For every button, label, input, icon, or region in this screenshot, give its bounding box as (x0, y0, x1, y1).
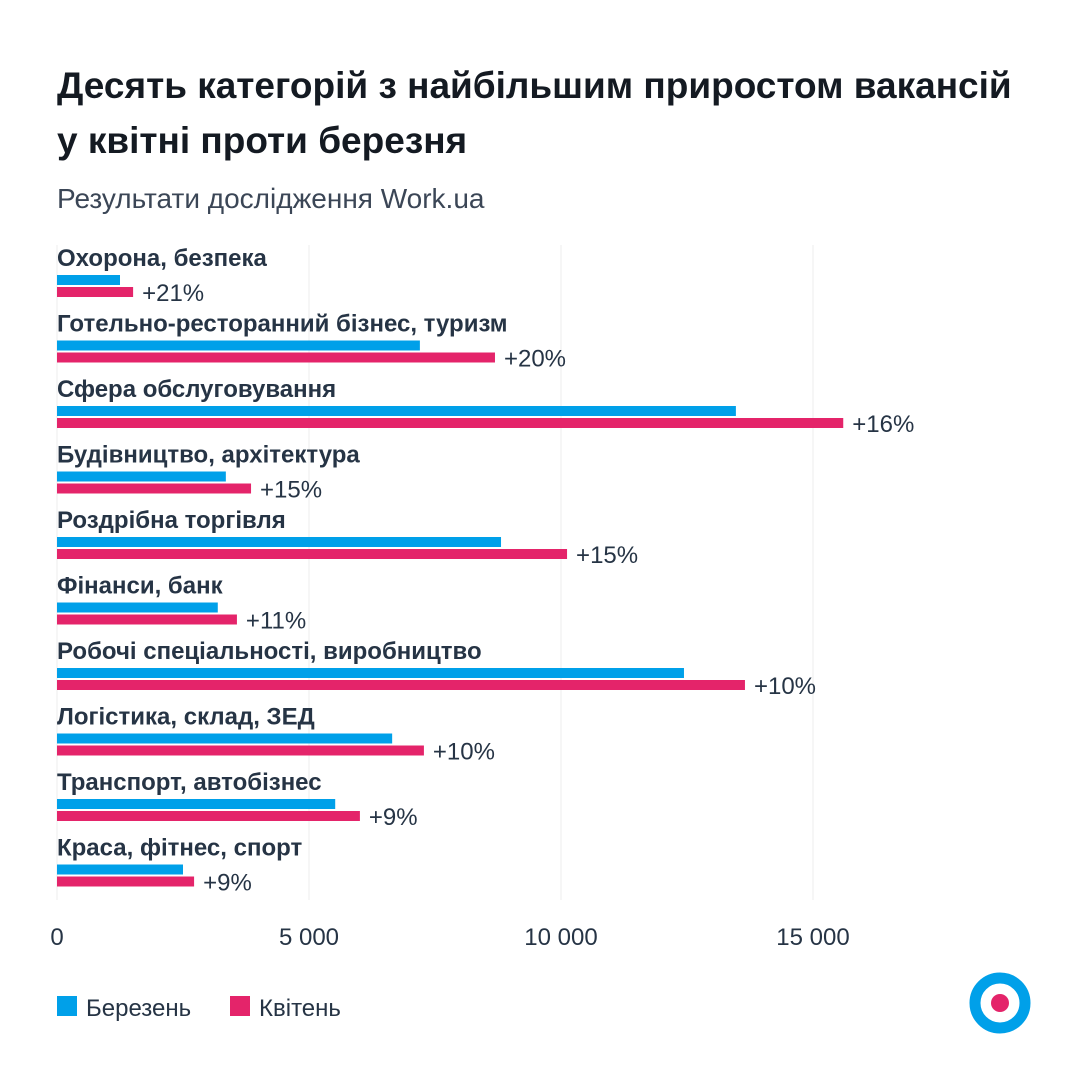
bar-march (57, 275, 120, 285)
bar-march (57, 471, 226, 482)
bar-april (57, 287, 134, 297)
bar-march (57, 340, 420, 351)
bar-march (57, 864, 183, 875)
bar-april (57, 549, 568, 559)
bar-april (57, 483, 252, 494)
x-tick-label: 10 000 (524, 924, 597, 951)
category-label: Будівництво, архітектура (57, 442, 360, 469)
data-label: +9% (203, 870, 252, 897)
category-label: Фінанси, банк (57, 573, 224, 600)
category-label: Сфера обслуговування (57, 376, 336, 403)
legend-swatch (57, 996, 77, 1016)
category-label: Транспорт, автобізнес (57, 769, 322, 796)
bar-april (57, 614, 237, 625)
chart-subtitle: Результати дослідження Work.ua (57, 183, 485, 214)
category-label: Логістика, склад, ЗЕД (57, 704, 315, 731)
legend-swatch (230, 996, 250, 1016)
category-label: Охорона, безпека (57, 245, 268, 272)
category-label: Краса, фітнес, спорт (57, 835, 302, 862)
bar-march (57, 406, 736, 416)
data-label: +21% (142, 280, 204, 307)
bar-march (57, 733, 393, 744)
data-label: +9% (369, 804, 418, 831)
bar-april (57, 680, 745, 690)
x-tick-label: 0 (50, 924, 63, 951)
legend-label: Квітень (259, 995, 341, 1022)
logo-dot-icon (991, 994, 1009, 1012)
data-label: +10% (433, 739, 495, 766)
bar-april (57, 352, 495, 363)
data-label: +15% (576, 542, 638, 569)
legend-label: Березень (86, 995, 191, 1022)
data-label: +11% (246, 608, 306, 635)
bar-april (57, 811, 360, 821)
bar-march (57, 799, 336, 809)
bar-march (57, 668, 684, 678)
category-label: Робочі спеціальності, виробництво (57, 638, 482, 665)
workua-logo-icon (969, 972, 1031, 1034)
data-label: +20% (504, 346, 566, 373)
x-tick-label: 15 000 (776, 924, 849, 951)
bar-april (57, 418, 844, 428)
category-label: Готельно-ресторанний бізнес, туризм (57, 311, 508, 338)
bar-march (57, 602, 218, 613)
chart-title: Десять категорій з найбільшим приростом … (57, 65, 1012, 161)
data-label: +15% (260, 477, 322, 504)
bar-march (57, 537, 502, 547)
category-label: Роздрібна торгівля (57, 507, 286, 534)
data-label: +16% (852, 411, 914, 438)
bar-april (57, 876, 195, 887)
x-tick-label: 5 000 (279, 924, 339, 951)
data-label: +10% (754, 673, 816, 700)
bar-april (57, 745, 424, 756)
